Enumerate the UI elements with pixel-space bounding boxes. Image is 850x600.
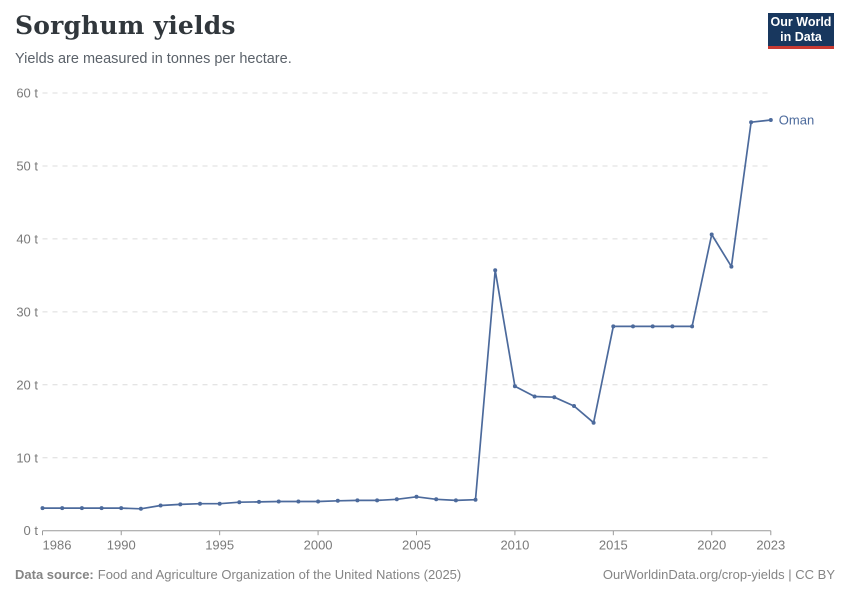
x-tick-label: 2005 (402, 538, 431, 553)
y-tick-label: 40 t (16, 231, 38, 246)
data-point[interactable] (335, 498, 340, 503)
data-point[interactable] (257, 499, 261, 504)
data-point[interactable] (99, 506, 104, 511)
data-point[interactable] (237, 500, 242, 505)
data-point[interactable] (611, 324, 616, 329)
data-point[interactable] (729, 264, 734, 269)
data-point[interactable] (453, 498, 458, 503)
x-tick-label: 1995 (205, 538, 234, 553)
data-point[interactable] (276, 499, 281, 504)
data-point[interactable] (631, 324, 635, 329)
data-source-label: Data source: (15, 567, 94, 582)
y-tick-label: 0 t (24, 523, 39, 538)
y-tick-label: 20 t (16, 377, 38, 392)
x-tick-label: 2020 (697, 538, 726, 553)
data-point[interactable] (650, 324, 655, 329)
y-tick-label: 60 t (16, 86, 38, 101)
chart-footer: Data source: Food and Agriculture Organiz… (15, 567, 835, 582)
data-point[interactable] (375, 498, 380, 503)
y-tick-label: 30 t (16, 304, 38, 319)
owid-logo[interactable]: Our World in Data (768, 13, 834, 49)
data-point[interactable] (434, 497, 439, 502)
data-point[interactable] (355, 498, 360, 503)
data-point[interactable] (493, 268, 498, 273)
data-source: Data source: Food and Agriculture Organiz… (15, 567, 461, 582)
data-point[interactable] (119, 506, 124, 511)
data-point[interactable] (60, 506, 65, 511)
data-point[interactable] (670, 324, 675, 329)
data-point[interactable] (690, 324, 695, 329)
data-source-text: Food and Agriculture Organization of the… (97, 567, 462, 582)
data-point[interactable] (138, 506, 143, 511)
x-tick-label: 1986 (43, 538, 72, 553)
data-point[interactable] (316, 499, 321, 504)
data-point[interactable] (79, 506, 84, 511)
y-tick-label: 10 t (16, 450, 38, 465)
x-tick-label: 1990 (107, 538, 136, 553)
data-point[interactable] (217, 501, 222, 506)
x-tick-label: 2023 (756, 538, 785, 553)
data-point[interactable] (473, 497, 478, 502)
data-point[interactable] (709, 232, 714, 237)
page-title: Sorghum yields (15, 11, 236, 40)
x-tick-label: 2015 (599, 538, 628, 553)
x-tick-label: 2010 (500, 538, 529, 553)
y-tick-label: 50 t (16, 158, 38, 173)
x-tick-label: 2000 (304, 538, 333, 553)
data-point[interactable] (198, 501, 202, 506)
data-point[interactable] (40, 506, 45, 511)
chart-subtitle: Yields are measured in tonnes per hectar… (15, 51, 292, 67)
data-point[interactable] (768, 118, 773, 122)
data-point[interactable] (552, 395, 557, 400)
data-point[interactable] (749, 120, 754, 125)
series-end-label[interactable]: Oman (779, 112, 814, 127)
data-point[interactable] (414, 494, 419, 499)
data-point[interactable] (512, 384, 517, 389)
data-point[interactable] (591, 420, 596, 425)
data-point[interactable] (296, 499, 301, 504)
data-point[interactable] (158, 503, 163, 508)
data-point[interactable] (532, 394, 537, 399)
owid-logo-line2: in Data (780, 29, 822, 44)
data-point[interactable] (572, 404, 576, 408)
data-point[interactable] (394, 497, 399, 502)
owid-logo-line1: Our World (770, 15, 832, 29)
data-point[interactable] (178, 502, 183, 507)
footer-license-link[interactable]: OurWorldinData.org/crop-yields | CC BY (602, 567, 835, 582)
oman-line-series[interactable] (42, 119, 771, 510)
